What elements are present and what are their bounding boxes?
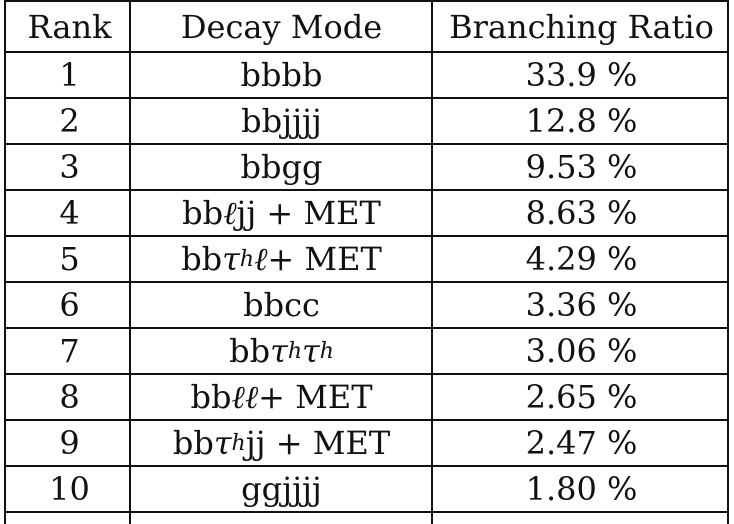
rank-cell: 3 bbox=[59, 148, 80, 186]
ratio-cell: 33.9 % bbox=[525, 56, 638, 94]
table-rule-right bbox=[727, 0, 729, 524]
ratio-cell: 12.8 % bbox=[525, 102, 638, 140]
table-rule-col1 bbox=[129, 0, 131, 524]
decay-mode-cell: bbgg bbox=[240, 148, 323, 186]
rank-cell: 8 bbox=[59, 378, 80, 416]
ratio-cell: 8.63 % bbox=[525, 194, 638, 232]
header-branching-ratio: Branching Ratio bbox=[449, 7, 714, 46]
rank-cell: 7 bbox=[59, 332, 80, 370]
rank-cell: 10 bbox=[49, 470, 90, 508]
decay-mode-cell: ggjjjj bbox=[241, 470, 322, 508]
ratio-cell: 3.06 % bbox=[525, 332, 638, 370]
table-rule bbox=[4, 465, 729, 467]
table-rule bbox=[4, 281, 729, 283]
ratio-cell: 3.36 % bbox=[525, 286, 638, 324]
branching-ratio-table: Rank Decay Mode Branching Ratio 1 bbbb 3… bbox=[4, 0, 729, 524]
decay-mode-cell: bbcc bbox=[243, 286, 320, 324]
decay-mode-cell: bb ℓ ℓ + MET bbox=[190, 378, 373, 416]
rank-cell: 2 bbox=[59, 102, 80, 140]
ratio-cell: 4.29 % bbox=[525, 240, 638, 278]
decay-mode-cell: bb τ h jj + MET bbox=[172, 424, 391, 462]
header-decay-mode: Decay Mode bbox=[180, 7, 383, 46]
decay-mode-cell: bb τ h ℓ + MET bbox=[181, 240, 382, 278]
table-rule bbox=[4, 511, 729, 513]
table-rule-left bbox=[4, 0, 6, 524]
rank-cell: 4 bbox=[59, 194, 80, 232]
decay-mode-cell: bbbb bbox=[240, 56, 323, 94]
table-rule bbox=[4, 419, 729, 421]
decay-mode-cell: bb τ h τ h bbox=[229, 332, 334, 370]
table-rule bbox=[4, 373, 729, 375]
table-rule-col2 bbox=[431, 0, 433, 524]
decay-mode-cell: bbjjjj bbox=[241, 102, 322, 140]
table-rule bbox=[4, 143, 729, 145]
header-rank: Rank bbox=[27, 7, 112, 46]
rank-cell: 9 bbox=[59, 424, 80, 462]
rank-cell: 5 bbox=[59, 240, 80, 278]
rank-cell: 6 bbox=[59, 286, 80, 324]
ratio-cell: 2.47 % bbox=[525, 424, 638, 462]
table-rule bbox=[4, 327, 729, 329]
ratio-cell: 9.53 % bbox=[525, 148, 638, 186]
ratio-cell: 2.65 % bbox=[525, 378, 638, 416]
table-rule-top bbox=[4, 0, 729, 2]
table-rule-header bbox=[4, 51, 729, 53]
table-rule bbox=[4, 189, 729, 191]
table-rule bbox=[4, 97, 729, 99]
ratio-cell: 1.80 % bbox=[525, 470, 638, 508]
table-rule bbox=[4, 235, 729, 237]
rank-cell: 1 bbox=[59, 56, 80, 94]
decay-mode-cell: bb ℓ jj + MET bbox=[182, 194, 381, 232]
